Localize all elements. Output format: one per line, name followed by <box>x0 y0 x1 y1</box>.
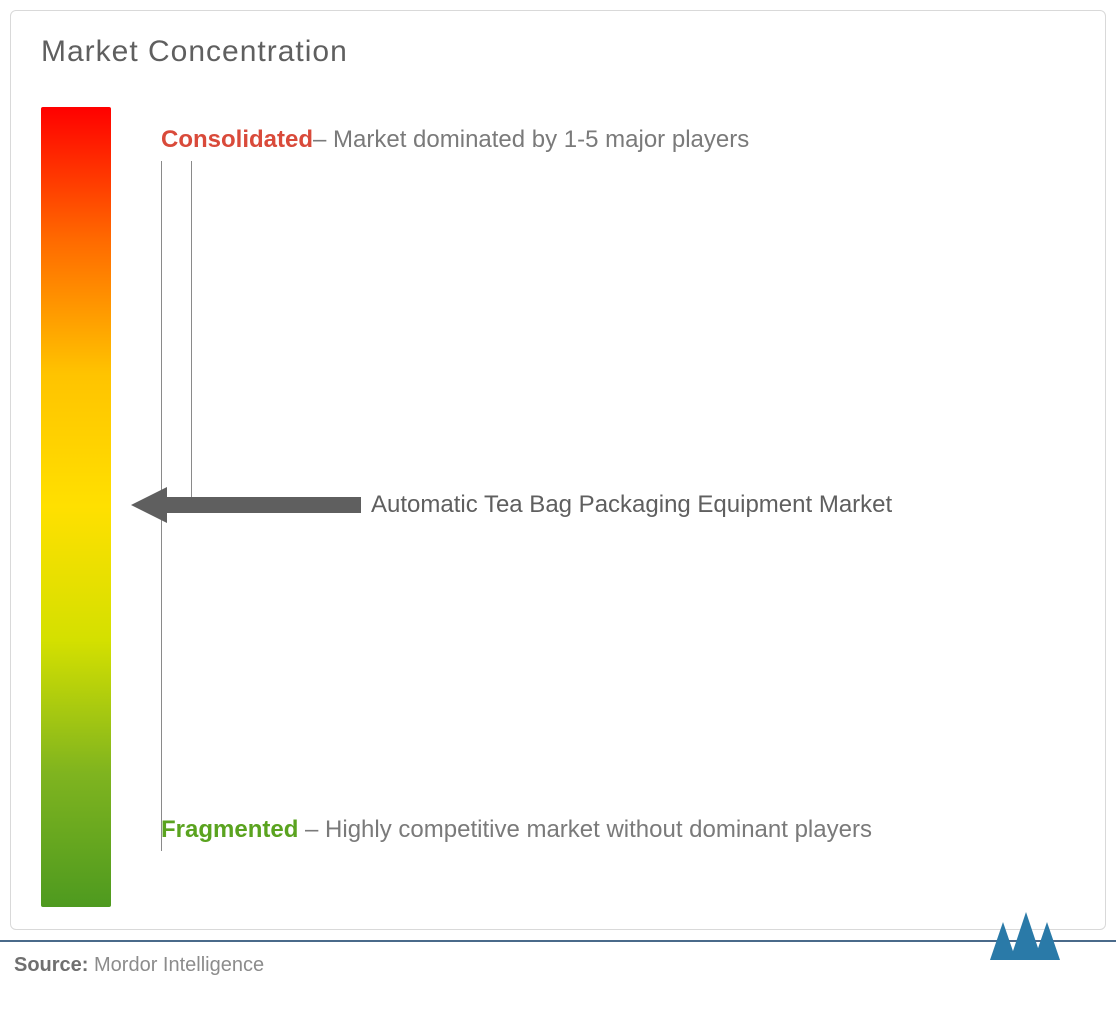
footer-divider <box>0 940 1116 942</box>
fragmented-text: – Highly competitive market without domi… <box>298 816 872 843</box>
bracket-line-inner <box>191 161 192 506</box>
consolidated-text: – Market dominated by 1-5 major players <box>313 126 749 153</box>
market-pointer: Automatic Tea Bag Packaging Equipment Ma… <box>131 485 892 525</box>
pointer-arrow-icon <box>131 485 361 525</box>
fragmented-label: Fragmented <box>161 816 298 843</box>
consolidated-label: Consolidated <box>161 126 313 153</box>
concentration-gradient-bar <box>41 107 111 907</box>
market-name: Automatic Tea Bag Packaging Equipment Ma… <box>371 491 892 519</box>
chart-title: Market Concentration <box>41 35 348 69</box>
fragmented-description: Fragmented – Highly competitive market w… <box>161 801 921 859</box>
source-label: Source: <box>14 954 88 976</box>
consolidated-description: Consolidated– Market dominated by 1-5 ma… <box>161 111 921 169</box>
brand-logo-icon <box>990 910 1080 966</box>
source-value: Mordor Intelligence <box>88 954 264 976</box>
infographic-card: Market Concentration Consolidated– Marke… <box>10 10 1106 930</box>
source-attribution: Source: Mordor Intelligence <box>14 954 264 977</box>
